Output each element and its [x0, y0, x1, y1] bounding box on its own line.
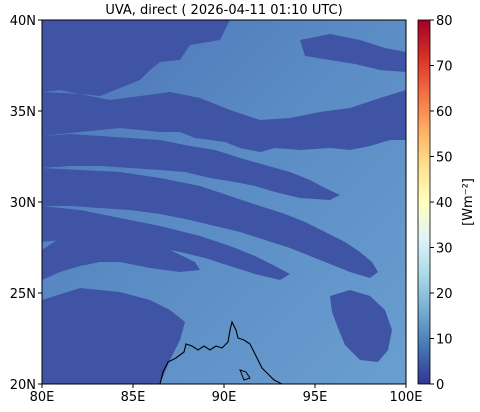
colorbar-tick-label: 80 [436, 14, 453, 29]
colorbar-tick-label: 20 [436, 287, 453, 302]
x-tick-label: 95E [303, 390, 328, 405]
cloud-region-south [42, 288, 185, 384]
cloud-band-middle [42, 134, 340, 200]
y-tick-label: 35N [10, 105, 36, 120]
cloud-band-lower [42, 168, 378, 278]
cloud-region-west [42, 20, 230, 96]
map-area [42, 20, 406, 384]
colorbar-scale [417, 19, 431, 385]
colorbar-label: [Wm⁻²] [461, 178, 476, 226]
y-tick-label: 30N [10, 196, 36, 211]
chart-title: UVA, direct ( 2026-04-11 01:10 UTC) [105, 3, 342, 18]
colorbar-tick-label: 60 [436, 105, 453, 120]
y-axis: 40N 35N 30N 25N 20N [10, 14, 42, 393]
colorbar-tick-label: 0 [436, 378, 444, 393]
y-tick-label: 20N [10, 378, 36, 393]
colorbar-tick-label: 50 [436, 151, 453, 166]
x-tick-label: 80E [30, 390, 55, 405]
coast-island [239, 369, 251, 381]
colorbar-tick-label: 70 [436, 60, 453, 75]
x-tick-label: 100E [389, 390, 422, 405]
y-tick-label: 40N [10, 14, 36, 29]
x-tick-label: 90E [212, 390, 237, 405]
x-tick-label: 85E [121, 390, 146, 405]
cloud-band-diagonal [42, 206, 290, 280]
colorbar-tick-label: 30 [436, 242, 453, 257]
cloud-band-north [42, 90, 406, 152]
cloud-patch-east [330, 290, 392, 362]
colorbar-tick-label: 40 [436, 196, 453, 211]
cloud-patch-northeast [300, 34, 406, 72]
colorbar: 80 70 60 50 40 30 20 10 0 [Wm⁻²] [417, 14, 476, 393]
coastline [159, 320, 283, 384]
cloud-region-southwest [42, 232, 200, 280]
colorbar-tick-label: 10 [436, 333, 453, 348]
x-axis: 80E 85E 90E 95E 100E [30, 384, 423, 405]
y-tick-label: 25N [10, 287, 36, 302]
